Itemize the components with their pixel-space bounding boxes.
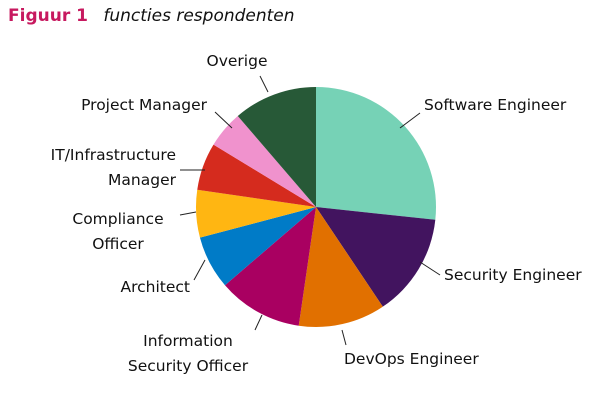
pie-slice	[213, 115, 316, 207]
slice-label-line: Architect	[120, 278, 190, 296]
slice-label: Information Security Officer	[128, 332, 249, 375]
chart-title: Figuur 1 functies respondenten	[8, 6, 295, 26]
pie-slice	[298, 207, 383, 327]
slice-label-line: Software Engineer	[424, 96, 567, 114]
pie-slice	[196, 189, 316, 238]
pie-slice	[224, 207, 316, 326]
slice-label: IT/Infrastructure Manager	[51, 146, 177, 189]
slice-label: Project Manager	[81, 96, 208, 114]
leader-line	[419, 261, 441, 276]
slice-label-line: Compliance	[72, 210, 163, 228]
slice-label: Security Engineer	[444, 266, 582, 284]
slice-label-line: Security Engineer	[444, 266, 582, 284]
slice-label: DevOps Engineer	[344, 350, 479, 368]
slice-label: Overige	[207, 52, 268, 70]
leader-line	[259, 75, 269, 93]
leader-line	[254, 314, 263, 331]
slice-label-line: Information	[143, 332, 233, 350]
slice-label-line: IT/Infrastructure	[51, 146, 176, 164]
pie-slice	[197, 144, 316, 207]
figure-caption: functies respondenten	[103, 6, 295, 26]
slice-label-line: Project Manager	[81, 96, 208, 114]
pie-slice	[316, 87, 436, 220]
slice-label-line: Manager	[108, 171, 177, 189]
leader-line	[399, 112, 421, 129]
pie-slice	[237, 87, 316, 207]
leader-line	[214, 111, 233, 129]
slice-label: Architect	[120, 278, 190, 296]
pie-slice	[316, 207, 436, 307]
leader-line	[193, 259, 206, 281]
slice-label: Software Engineer	[424, 96, 567, 114]
slice-label: Compliance Officer	[72, 210, 163, 253]
slice-label-line: Security Officer	[128, 357, 249, 375]
figure-number: Figuur 1	[8, 6, 88, 26]
leader-line	[179, 211, 197, 216]
leader-line	[341, 329, 347, 346]
slice-label-line: DevOps Engineer	[344, 350, 479, 368]
pie-slice	[199, 207, 316, 286]
slice-label-line: Overige	[207, 52, 268, 70]
slice-label-line: Officer	[92, 235, 144, 253]
